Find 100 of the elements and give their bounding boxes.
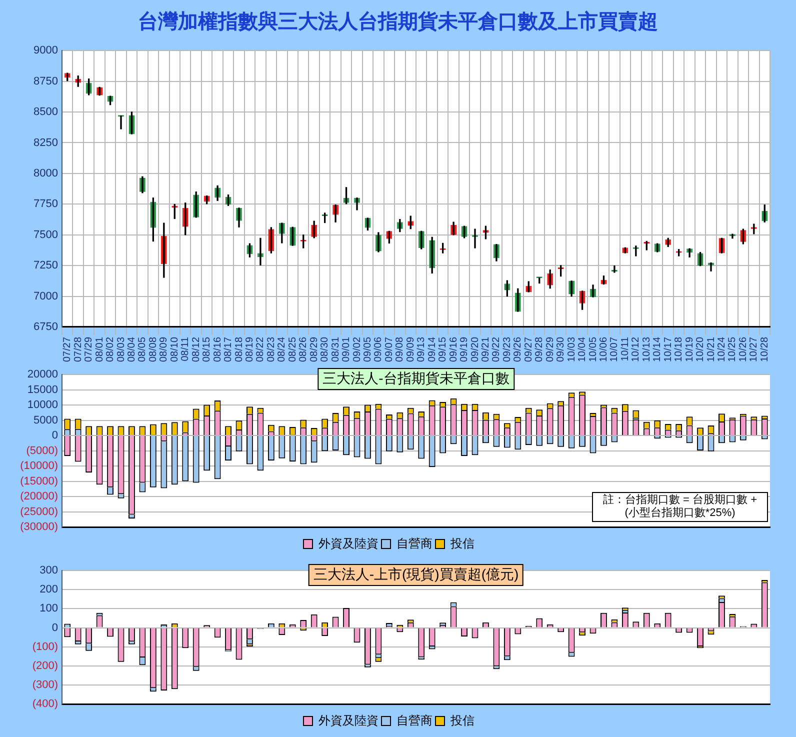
x-tick-label: 09/05 bbox=[362, 336, 374, 362]
x-tick-label: 08/18 bbox=[234, 336, 245, 362]
x-tick-label: 07/29 bbox=[84, 336, 95, 362]
y-tick-label: (5000) bbox=[26, 444, 58, 457]
y-tick-label: 6750 bbox=[34, 321, 58, 334]
x-tick-label: 09/01 bbox=[341, 336, 352, 362]
y-tick-label: 8500 bbox=[34, 106, 58, 118]
y-tick-label: 200 bbox=[40, 584, 58, 596]
x-tick-label: 08/15 bbox=[202, 336, 213, 362]
x-tick-label: 09/15 bbox=[438, 336, 449, 362]
x-tick-label: 08/31 bbox=[330, 336, 342, 362]
legend-label: 自營商 bbox=[396, 713, 432, 728]
x-tick-label: 09/28 bbox=[534, 336, 546, 362]
x-tick-label: 08/23 bbox=[266, 336, 277, 362]
x-tick-label: 08/22 bbox=[255, 336, 266, 362]
y-tick-label: 7750 bbox=[34, 198, 58, 210]
x-tick-label: 08/17 bbox=[223, 336, 234, 362]
x-tick-label: 10/19 bbox=[684, 336, 696, 362]
y-tick-label: 0 bbox=[52, 622, 58, 634]
x-tick-label: 10/20 bbox=[695, 336, 706, 362]
x-tick-label: 09/14 bbox=[426, 336, 438, 362]
y-tick-label: 20000 bbox=[27, 368, 58, 381]
x-tick-label: 08/26 bbox=[298, 336, 310, 362]
x-tick-label: 09/23 bbox=[502, 336, 513, 362]
x-tick-label: 08/05 bbox=[137, 336, 148, 362]
y-tick-label: 9000 bbox=[34, 44, 58, 57]
y-tick-label: (200) bbox=[32, 660, 58, 672]
x-tick-label: 09/08 bbox=[394, 336, 406, 362]
y-tick-label: 7000 bbox=[34, 290, 58, 302]
x-tick-label: 10/21 bbox=[706, 336, 717, 362]
x-tick-label: 10/14 bbox=[652, 336, 664, 362]
x-tick-label: 10/18 bbox=[674, 336, 685, 362]
x-tick-label: 08/30 bbox=[320, 336, 331, 362]
y-tick-label: (100) bbox=[32, 640, 58, 653]
y-tick-label: (25000) bbox=[20, 506, 58, 518]
x-tick-label: 09/22 bbox=[491, 336, 502, 362]
x-tick-label: 09/19 bbox=[459, 336, 470, 362]
y-tick-label: (10000) bbox=[20, 460, 58, 472]
x-tick-label: 10/11 bbox=[620, 336, 631, 362]
y-tick-label: 5000 bbox=[34, 414, 58, 426]
x-tick-label: 09/06 bbox=[373, 336, 384, 362]
x-tick-label: 10/05 bbox=[588, 336, 599, 362]
x-tick-label: 08/16 bbox=[212, 336, 224, 362]
y-tick-label: (30000) bbox=[20, 521, 58, 534]
x-tick-label: 07/27 bbox=[62, 336, 74, 362]
x-tick-label: 09/21 bbox=[480, 336, 492, 362]
x-tick-label: 10/26 bbox=[738, 336, 749, 362]
x-tick-label: 10/13 bbox=[641, 336, 652, 362]
y-tick-label: 10000 bbox=[27, 399, 58, 412]
y-tick-label: 300 bbox=[40, 564, 58, 577]
x-tick-label: 10/27 bbox=[748, 336, 760, 362]
x-tick-label: 08/08 bbox=[148, 336, 159, 362]
x-tick-label: 08/19 bbox=[244, 336, 256, 362]
x-tick-label: 10/28 bbox=[759, 336, 770, 362]
chart-title: 三大法人-上市(現貨)買賣超(億元) bbox=[308, 564, 524, 586]
x-tick-label: 09/02 bbox=[352, 336, 363, 362]
x-tick-label: 08/25 bbox=[287, 336, 298, 362]
y-tick-label: 7500 bbox=[34, 228, 58, 241]
y-tick-label: 7250 bbox=[34, 260, 58, 272]
x-tick-label: 08/29 bbox=[308, 336, 320, 362]
x-tick-label: 08/02 bbox=[105, 336, 116, 362]
y-tick-label: 8750 bbox=[34, 75, 58, 88]
x-tick-label: 10/03 bbox=[566, 336, 578, 362]
y-tick-label: (300) bbox=[32, 678, 58, 691]
y-tick-label: 8000 bbox=[34, 167, 58, 180]
x-tick-label: 10/04 bbox=[577, 336, 588, 362]
x-tick-label: 09/29 bbox=[544, 336, 556, 362]
x-tick-label: 09/09 bbox=[405, 336, 416, 362]
y-tick-label: 0 bbox=[52, 430, 58, 442]
x-tick-label: 09/20 bbox=[470, 336, 481, 362]
x-tick-label: 10/07 bbox=[609, 336, 620, 362]
legend-label: 自營商 bbox=[396, 536, 432, 550]
legend-label: 投信 bbox=[450, 713, 474, 728]
x-tick-label: 10/17 bbox=[662, 336, 674, 362]
x-tick-label: 08/03 bbox=[116, 336, 127, 362]
legend-label: 投信 bbox=[450, 536, 474, 550]
legend-label: 外資及陸資 bbox=[318, 713, 378, 728]
y-tick-label: (20000) bbox=[20, 490, 58, 503]
y-tick-label: (400) bbox=[32, 698, 58, 710]
x-tick-label: 10/25 bbox=[727, 336, 738, 362]
x-tick-label: 08/11 bbox=[180, 336, 192, 362]
x-tick-label: 09/16 bbox=[448, 336, 460, 362]
legend-label: 外資及陸資 bbox=[318, 536, 378, 550]
x-tick-label: 09/26 bbox=[512, 336, 524, 362]
y-tick-label: 15000 bbox=[27, 384, 58, 396]
candlestick bbox=[172, 204, 178, 219]
x-tick-label: 08/01 bbox=[94, 336, 106, 362]
x-tick-label: 08/10 bbox=[169, 336, 180, 362]
x-tick-label: 10/12 bbox=[630, 336, 642, 362]
y-tick-label: (15000) bbox=[20, 475, 58, 488]
x-tick-label: 07/28 bbox=[72, 336, 84, 362]
x-tick-label: 09/07 bbox=[384, 336, 395, 362]
x-tick-label: 08/09 bbox=[158, 336, 170, 362]
annotation: 註：台指期口數 = 台股期口數 + (小型台指期口數*25%) bbox=[592, 492, 768, 522]
x-tick-label: 09/30 bbox=[556, 336, 567, 362]
x-tick-label: 10/06 bbox=[598, 336, 610, 362]
y-tick-label: 100 bbox=[40, 602, 58, 615]
x-tick-label: 09/27 bbox=[523, 336, 534, 362]
x-tick-label: 08/12 bbox=[190, 336, 202, 362]
x-tick-label: 09/13 bbox=[416, 336, 428, 362]
